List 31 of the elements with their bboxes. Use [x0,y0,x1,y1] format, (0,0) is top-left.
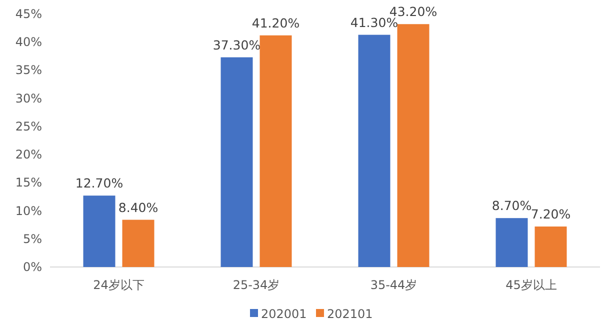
bar [220,57,253,267]
data-label: 8.40% [118,200,158,215]
x-tick-label: 24岁以下 [93,278,144,292]
bar [534,226,567,267]
bar [260,35,292,267]
data-label: 41.20% [252,15,300,30]
bar [83,196,116,267]
y-tick-label: 40% [15,35,42,50]
y-tick-label: 10% [15,204,42,218]
bar [397,24,430,267]
bar [358,34,390,267]
y-tick-label: 35% [15,63,42,78]
y-tick-label: 0% [22,260,42,274]
bar [122,220,154,267]
data-label: 37.30% [212,37,261,52]
y-tick-label: 15% [15,176,42,190]
x-tick-label: 45岁以上 [506,278,557,292]
y-tick-label: 30% [15,91,42,106]
data-label: 41.30% [350,14,398,30]
y-tick-label: 20% [15,148,42,162]
bar [496,218,528,267]
y-tick-label: 5% [22,232,42,246]
data-label: 8.70% [492,198,532,214]
x-tick-label: 35-44岁 [370,278,418,292]
y-tick-label: 45% [15,7,42,21]
data-label: 7.20% [530,206,571,222]
y-tick-label: 25% [15,119,42,134]
legend-label: 202001 [261,307,307,321]
x-tick-label: 25-34岁 [232,278,280,292]
legend-label: 202101 [327,307,373,321]
data-label: 12.70% [75,176,124,191]
